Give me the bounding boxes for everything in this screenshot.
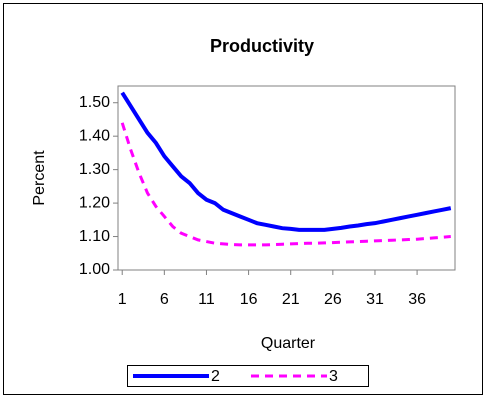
y-tick-label: 1.30 <box>79 161 110 178</box>
x-tick-label: 6 <box>160 291 169 308</box>
legend-label: 2 <box>211 368 220 385</box>
y-axis-label: Percent <box>31 150 48 206</box>
x-tick-label: 36 <box>408 291 426 308</box>
x-tick-label: 11 <box>198 291 215 308</box>
legend-label: 3 <box>329 368 338 385</box>
chart-frame <box>3 3 483 395</box>
x-tick-label: 21 <box>282 291 300 308</box>
x-tick-label: 26 <box>324 291 342 308</box>
y-tick-label: 1.50 <box>79 94 110 111</box>
x-tick-label: 16 <box>240 291 258 308</box>
legend <box>127 365 369 387</box>
y-tick-label: 1.20 <box>79 194 110 211</box>
x-axis-label: Quarter <box>261 335 316 352</box>
chart-title: Productivity <box>210 36 314 56</box>
y-tick-label: 1.10 <box>79 228 110 245</box>
y-tick-label: 1.40 <box>79 127 110 144</box>
y-tick-label: 1.00 <box>79 261 110 278</box>
x-tick-label: 1 <box>118 291 127 308</box>
series-line <box>120 91 452 232</box>
plot-area <box>117 85 456 271</box>
x-tick-label: 31 <box>366 291 384 308</box>
